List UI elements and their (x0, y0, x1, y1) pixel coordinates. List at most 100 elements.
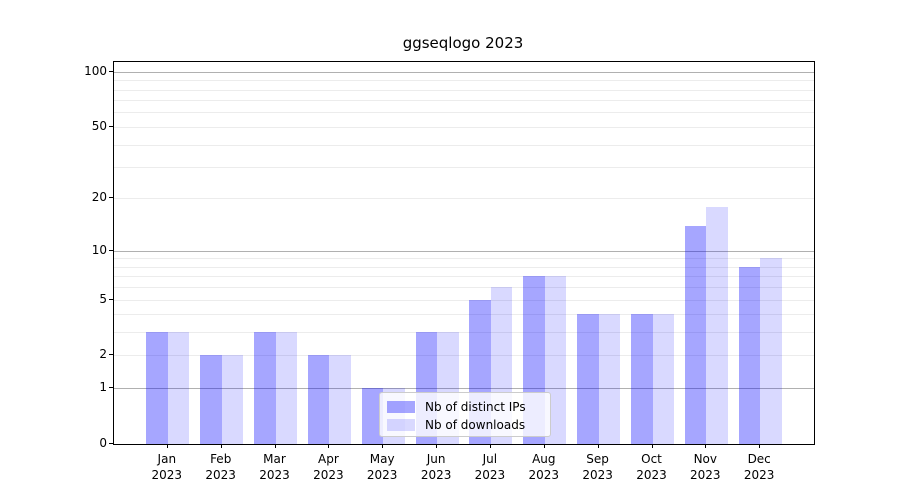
y-tick-label: 0 (99, 436, 107, 450)
gridline-minor (114, 198, 814, 200)
x-tick-mark (489, 444, 491, 448)
gridline-minor (114, 276, 814, 278)
bar-mar-ips (254, 332, 276, 444)
bar-nov-ips (684, 225, 707, 444)
x-tick-year: 2023 (474, 468, 506, 482)
gridline-minor (114, 167, 814, 168)
x-tick-mark (436, 444, 438, 448)
x-tick-label-jan: Jan 2023 (132, 451, 202, 483)
legend-swatch-downloads-icon (387, 419, 415, 431)
gridline-minor (114, 126, 814, 128)
x-tick-year: 2023 (420, 468, 452, 482)
x-tick-mark (651, 444, 653, 448)
x-tick-month: Jan (157, 452, 177, 466)
bar-oct-downloads (652, 314, 674, 444)
x-tick-year: 2023 (151, 468, 183, 482)
bar-apr-ips (307, 355, 330, 444)
y-tick-label: 50 (91, 118, 107, 133)
x-tick-mark (328, 444, 330, 448)
x-tick-label-oct: Oct 2023 (617, 451, 687, 483)
bar-mar-downloads (275, 332, 297, 444)
x-tick-mark (220, 444, 222, 448)
bar-may-ips (361, 388, 384, 444)
x-tick-label-jun: Jun 2023 (401, 451, 471, 483)
gridline-minor (114, 80, 814, 82)
x-tick-label-feb: Feb 2023 (186, 451, 256, 483)
gridline-major (114, 250, 814, 252)
gridline-major (114, 388, 814, 390)
y-tick-label: 10 (91, 242, 107, 257)
x-tick-mark (166, 444, 168, 448)
x-tick-year: 2023 (205, 468, 236, 482)
bar-oct-ips (631, 314, 653, 444)
plot-area: Nb of distinct IPs Nb of downloads (113, 61, 815, 445)
x-tick-month: Oct (641, 452, 662, 466)
x-tick-mark (543, 444, 545, 448)
x-tick-mark (759, 444, 761, 448)
gridline-minor (114, 314, 814, 316)
y-tick-label: 20 (91, 190, 107, 205)
x-tick-year: 2023 (582, 468, 613, 482)
legend-item-distinct-ips: Nb of distinct IPs (387, 398, 544, 416)
gridline-major (114, 71, 814, 73)
x-tick-label-may: May 2023 (347, 451, 417, 483)
x-tick-month: Jul (482, 452, 498, 466)
gridline-minor (114, 258, 814, 260)
chart-title: ggseqlogo 2023 (402, 34, 524, 52)
y-tick-mark (109, 125, 113, 127)
bar-dec-ips (738, 266, 761, 444)
x-tick-year: 2023 (743, 468, 775, 482)
x-tick-year: 2023 (366, 468, 398, 482)
y-tick-mark (109, 387, 113, 389)
y-tick-label: 1 (99, 380, 107, 395)
bar-feb-downloads (221, 355, 244, 444)
y-tick-label: 5 (99, 291, 107, 306)
bar-apr-downloads (329, 355, 351, 444)
x-tick-month: Sep (586, 452, 609, 466)
gridline-minor (114, 112, 814, 114)
bar-jan-downloads (167, 332, 190, 444)
legend-swatch-distinct-ips-icon (387, 401, 415, 413)
x-tick-label-aug: Aug 2023 (509, 451, 579, 483)
x-tick-month: Nov (693, 452, 717, 466)
x-tick-label-jul: Jul 2023 (455, 451, 525, 483)
bar-sep-ips (577, 314, 599, 444)
x-tick-year: 2023 (690, 468, 721, 482)
x-tick-month: Mar (263, 452, 286, 466)
bar-sep-downloads (598, 314, 621, 444)
legend-item-downloads: Nb of downloads (387, 416, 544, 434)
y-tick-mark (109, 249, 113, 251)
y-tick-mark (109, 197, 113, 199)
x-tick-label-nov: Nov 2023 (670, 451, 740, 483)
x-tick-year: 2023 (636, 468, 667, 482)
x-tick-label-dec: Dec 2023 (724, 451, 794, 483)
x-tick-month: May (369, 452, 395, 466)
y-tick-mark (109, 443, 113, 444)
gridline-minor (114, 100, 814, 102)
gridline-minor (114, 266, 814, 268)
gridline-minor (114, 299, 814, 301)
bar-nov-downloads (706, 206, 728, 444)
x-tick-year: 2023 (313, 468, 344, 482)
y-tick-mark (109, 298, 113, 300)
gridline-minor (114, 89, 814, 91)
x-tick-mark (382, 444, 384, 448)
y-tick-mark (109, 70, 113, 72)
x-tick-label-apr: Apr 2023 (293, 451, 363, 483)
legend-label-downloads: Nb of downloads (425, 418, 526, 432)
x-tick-mark (705, 444, 707, 448)
x-tick-label-mar: Mar 2023 (240, 451, 310, 483)
y-tick-label: 100 (84, 63, 107, 78)
gridline-minor (114, 332, 814, 334)
x-tick-month: Jun (426, 452, 446, 466)
x-tick-month: Dec (747, 452, 771, 466)
bar-feb-ips (200, 355, 222, 444)
gridline-minor (114, 287, 814, 289)
legend: Nb of distinct IPs Nb of downloads (379, 392, 551, 437)
x-tick-label-sep: Sep 2023 (563, 451, 633, 483)
y-tick-label: 2 (99, 347, 107, 362)
gridline-minor (114, 355, 814, 357)
x-tick-year: 2023 (259, 468, 290, 482)
x-tick-year: 2023 (528, 468, 560, 482)
